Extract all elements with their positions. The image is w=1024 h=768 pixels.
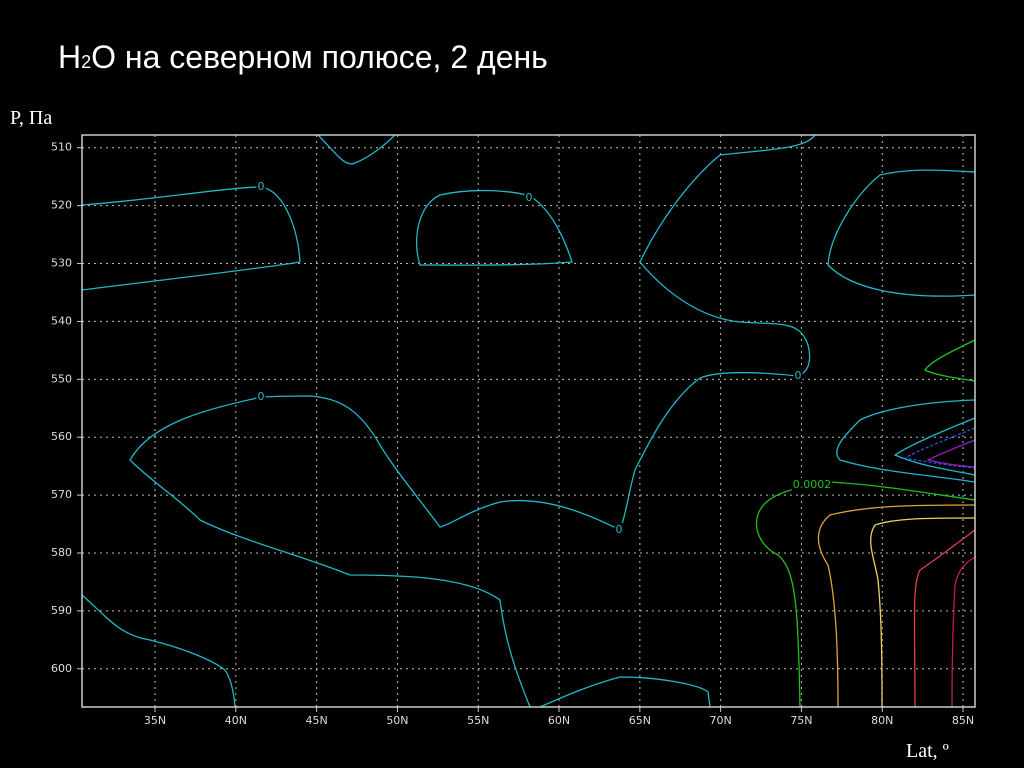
x-tick-label: 85N (952, 714, 974, 727)
y-tick-label: 550 (51, 372, 72, 385)
y-tick-label: 540 (51, 314, 72, 327)
chart-title: H2O на северном полюсе, 2 день (58, 39, 548, 75)
contour-labels: 0 0 0 0 0 0.0002 (256, 180, 833, 536)
y-tick-label: 520 (51, 199, 72, 212)
contour-line (755, 481, 976, 708)
plot-frame (81, 134, 976, 708)
contour-line (893, 417, 976, 476)
y-tick-label: 600 (51, 662, 72, 675)
contour-label: 0 (616, 523, 623, 536)
contour-line (539, 676, 711, 708)
x-tick-label: 40N (225, 714, 247, 727)
title-part: H (58, 39, 81, 75)
y-tick-label: 580 (51, 546, 72, 559)
contour-label: 0 (258, 390, 265, 403)
x-tick-label: 80N (871, 714, 893, 727)
x-tick-label: 50N (386, 714, 408, 727)
contour-line (926, 439, 976, 468)
contour-line (924, 339, 976, 382)
y-tick-label: 560 (51, 430, 72, 443)
x-tick-label: 60N (548, 714, 570, 727)
x-tick-label: 55N (467, 714, 489, 727)
title-subscript: 2 (81, 52, 91, 72)
contour-label-bg (791, 478, 833, 491)
contour-label: 0 (258, 180, 265, 193)
x-tick-label: 70N (710, 714, 732, 727)
contour-line (836, 399, 976, 483)
contour-label-bg (614, 523, 624, 536)
grid: 35N 40N 45N 50N 55N 60N 65N 70N 75N 80N 85N 510 520 5… (51, 135, 975, 727)
contour-line (827, 169, 976, 297)
x-tick-label: 35N (144, 714, 166, 727)
y-axis-label: P, Па (10, 107, 52, 129)
y-tick-label: 530 (51, 257, 72, 270)
contour-label-bg (256, 390, 266, 403)
contour-line (317, 134, 396, 165)
x-tick-label: 65N (629, 714, 651, 727)
contour-line (81, 594, 236, 708)
contour-label: 0 (795, 369, 802, 382)
y-tick-label: 570 (51, 488, 72, 501)
contour-label: 0.0002 (793, 478, 832, 491)
contour-line (129, 134, 816, 708)
contour-label: 0 (526, 191, 533, 204)
contour-line (81, 186, 301, 291)
x-tick-label: 75N (790, 714, 812, 727)
contour-line (870, 517, 976, 708)
y-tick-label: 590 (51, 604, 72, 617)
contour-line (951, 556, 976, 708)
title-part: O на северном полюсе, 2 день (91, 39, 548, 75)
x-tick-label: 45N (306, 714, 328, 727)
contour-line (903, 427, 976, 469)
x-axis-label: Lat, º (906, 740, 949, 762)
contour-line (817, 504, 976, 708)
contour-label-bg (524, 191, 534, 204)
contour-line (913, 529, 976, 708)
y-tick-label: 510 (51, 141, 72, 154)
contours (81, 134, 976, 708)
contour-label-bg (793, 369, 803, 382)
contour-label-bg (256, 180, 266, 193)
